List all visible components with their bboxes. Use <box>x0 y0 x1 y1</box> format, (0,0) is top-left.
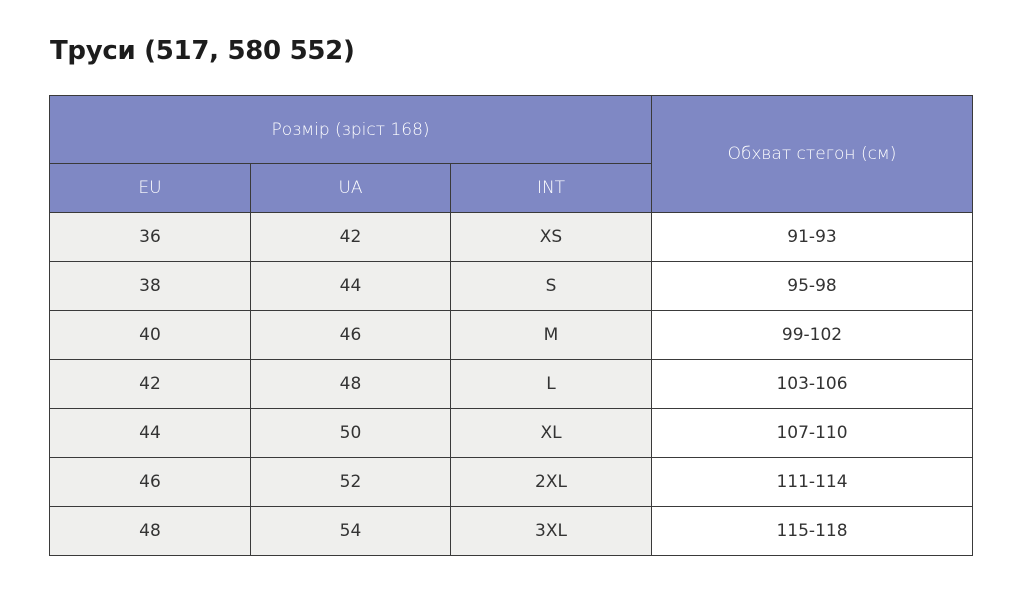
table-cell: 44 <box>250 261 451 311</box>
table-cell: 3XL <box>450 506 652 556</box>
table-body: 36 42 XS 91-93 38 44 S 95-98 40 46 M 99-102 42 48 L 103… <box>49 212 973 556</box>
table-cell: 38 <box>49 261 251 311</box>
table-row: 46 52 2XL 111-114 <box>49 457 973 507</box>
table-cell: M <box>450 310 652 360</box>
table-cell: 54 <box>250 506 451 556</box>
table-cell: XS <box>450 212 652 262</box>
group-header: Розмір (зріст 168) <box>49 95 652 164</box>
table-cell: 91-93 <box>651 212 973 262</box>
size-table: Розмір (зріст 168) Обхват стегон (см) EU… <box>49 95 973 556</box>
table-cell: L <box>450 359 652 409</box>
table-cell: 52 <box>250 457 451 507</box>
table-cell: 50 <box>250 408 451 458</box>
column-header: INT <box>450 163 652 213</box>
table-cell: 42 <box>250 212 451 262</box>
table-cell: 2XL <box>450 457 652 507</box>
table-cell: S <box>450 261 652 311</box>
table-cell: 99-102 <box>651 310 973 360</box>
table-cell: XL <box>450 408 652 458</box>
table-cell: 48 <box>250 359 451 409</box>
table-cell: 44 <box>49 408 251 458</box>
table-row: 40 46 M 99-102 <box>49 310 973 360</box>
table-cell: 36 <box>49 212 251 262</box>
table-cell: 115-118 <box>651 506 973 556</box>
table-cell: 111-114 <box>651 457 973 507</box>
table-cell: 95-98 <box>651 261 973 311</box>
column-header: UA <box>250 163 451 213</box>
table-cell: 46 <box>250 310 451 360</box>
table-row: 42 48 L 103-106 <box>49 359 973 409</box>
table-cell: 46 <box>49 457 251 507</box>
table-row: 38 44 S 95-98 <box>49 261 973 311</box>
table-row: 36 42 XS 91-93 <box>49 212 973 262</box>
column-header: Обхват стегон (см) <box>651 95 973 213</box>
table-row: 48 54 3XL 115-118 <box>49 506 973 556</box>
table-cell: 107-110 <box>651 408 973 458</box>
page-title: Труси (517, 580 552) <box>50 36 355 66</box>
table-cell: 103-106 <box>651 359 973 409</box>
table-cell: 42 <box>49 359 251 409</box>
table-cell: 40 <box>49 310 251 360</box>
column-header: EU <box>49 163 251 213</box>
table-cell: 48 <box>49 506 251 556</box>
table-row: 44 50 XL 107-110 <box>49 408 973 458</box>
